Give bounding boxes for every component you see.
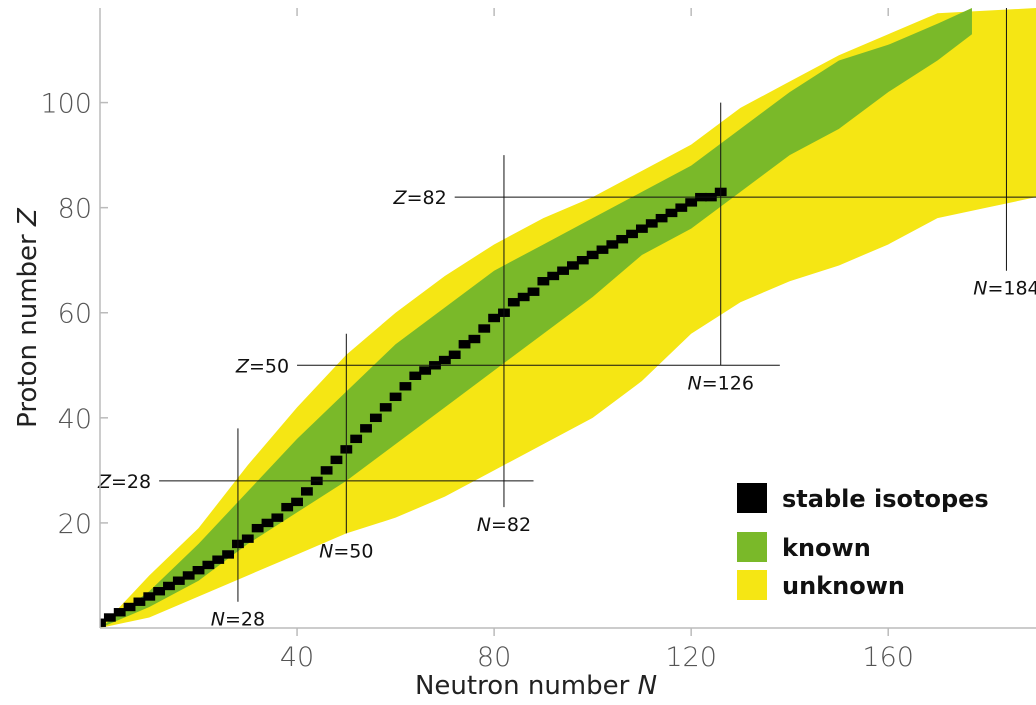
stable-isotope-point [133, 597, 146, 606]
stable-isotope-point [419, 366, 432, 375]
stable-isotope-point [113, 608, 126, 617]
stable-isotope-point [448, 350, 461, 359]
stable-isotope-point [360, 424, 372, 433]
stable-isotope-point [123, 602, 136, 612]
stable-isotope-point [192, 566, 205, 575]
stable-isotope-point [389, 392, 402, 402]
stable-isotope-point [567, 261, 579, 270]
x-tick-label: 80 [477, 642, 511, 673]
x-tick-label: 40 [280, 642, 314, 673]
stable-isotope-point [330, 455, 343, 465]
stable-isotope-point [320, 466, 333, 475]
magic-number-lines: Z=28 Z=50 Z=82 N=28 N=50 N=82 N=126 N=184 [97, 8, 1036, 631]
magic-line-n-126-label: N=126 [688, 372, 754, 394]
stable-isotope-point [635, 224, 648, 233]
stable-isotope-point [537, 277, 550, 286]
y-tick-label: 100 [40, 89, 92, 120]
stable-isotope-point [241, 534, 254, 543]
x-axis-title-text: Neutron number [415, 671, 630, 701]
axes-frame [99, 8, 1036, 629]
stable-isotope-point [547, 271, 560, 281]
stable-isotope-point [291, 497, 303, 507]
stable-isotope-point [488, 313, 501, 323]
stable-isotope-point [202, 560, 215, 570]
x-axis-title-var: N [638, 671, 657, 701]
stable-isotope-point [281, 502, 294, 512]
legend-label-stable: stable isotopes [782, 485, 989, 513]
stable-isotope-point [458, 340, 471, 349]
stable-isotope-point [103, 613, 116, 622]
stable-isotope-point [596, 245, 609, 254]
legend-swatch-known [737, 532, 767, 562]
magic-line-n-28-label: N=28 [211, 609, 265, 631]
stable-isotope-point [271, 513, 284, 522]
stable-isotope-point [212, 555, 225, 564]
stable-isotope-point [655, 213, 668, 223]
stable-isotope-point [517, 292, 530, 302]
x-axis-title: Neutron number N [415, 671, 657, 701]
y-axis-title-text: Proton number [13, 234, 43, 428]
magic-line-z-28-label: Z=28 [97, 471, 151, 493]
plot-area [100, 8, 1036, 628]
stable-isotope-point [675, 203, 688, 212]
stable-isotope-point [527, 287, 540, 296]
x-tick-label: 120 [665, 642, 717, 673]
stable-isotope-point [300, 487, 313, 496]
stable-isotope-point [616, 234, 629, 244]
stable-isotope-point [350, 434, 363, 444]
stable-isotope-point [478, 324, 491, 333]
stable-isotope-point [576, 256, 589, 265]
stable-isotope-point [586, 250, 599, 260]
y-tick-label: 40 [58, 404, 92, 435]
stable-isotope-point [665, 208, 678, 218]
stable-isotope-point [645, 219, 658, 228]
magic-line-n-50-label: N=50 [319, 540, 373, 562]
stable-isotope-point [369, 413, 382, 423]
y-axis-ticks: 20 40 60 80 100 [40, 89, 108, 540]
stable-isotope-point [606, 240, 619, 249]
y-tick-label: 60 [58, 299, 92, 330]
y-tick-label: 80 [58, 194, 92, 225]
known-region [100, 8, 972, 628]
y-axis-title: Proton number Z [13, 207, 43, 428]
stable-isotope-point [438, 355, 451, 365]
x-axis-ticks: 40 80 120 160 [280, 8, 914, 673]
stable-isotope-point [379, 403, 392, 412]
stable-isotope-point [685, 198, 698, 207]
magic-line-n-184-label: N=184 [973, 278, 1036, 300]
stable-isotope-point [251, 523, 264, 533]
stable-isotope-point [153, 587, 166, 596]
legend-label-unknown: unknown [782, 572, 905, 600]
magic-line-z-82-label: Z=82 [393, 187, 447, 209]
stable-isotope-point [557, 266, 569, 275]
legend: stable isotopes known unknown [737, 483, 989, 600]
y-tick-label: 20 [58, 509, 92, 540]
legend-swatch-stable [737, 483, 767, 513]
stable-isotope-point [163, 581, 175, 591]
stable-isotope-point [182, 571, 195, 580]
stable-isotope-point [143, 592, 156, 601]
stable-isotope-point [172, 576, 185, 585]
stable-isotope-point [468, 334, 481, 344]
legend-swatch-unknown [737, 570, 767, 600]
stable-isotope-point [100, 618, 106, 627]
stable-isotope-point [261, 518, 274, 528]
stable-isotope-point [399, 382, 412, 391]
stable-isotope-point [222, 550, 234, 559]
stable-isotope-point [507, 298, 520, 307]
stable-isotope-point [409, 371, 422, 380]
stable-isotope-point [626, 229, 638, 239]
magic-line-n-82-label: N=82 [477, 514, 531, 536]
magic-line-z-50-label: Z=50 [235, 355, 289, 377]
y-axis-title-var: Z [13, 207, 43, 227]
x-tick-label: 160 [862, 642, 914, 673]
legend-label-known: known [782, 534, 871, 562]
